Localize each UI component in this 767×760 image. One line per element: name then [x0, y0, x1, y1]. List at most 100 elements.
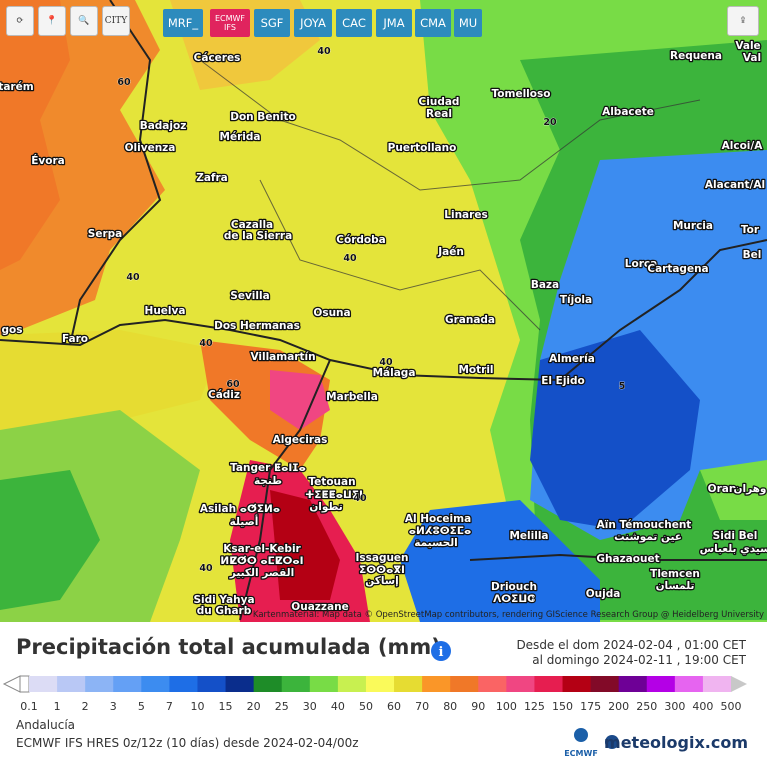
city-label: ⴷⵔⵉⵡⵛ	[493, 593, 535, 605]
city-label: Al Hoceima	[405, 513, 471, 525]
contour-label: 40	[317, 46, 331, 57]
contour-label: 20	[543, 117, 557, 128]
model-button[interactable]: SGF	[254, 9, 290, 37]
model-button[interactable]: CMA	[415, 9, 451, 37]
border	[199, 59, 701, 191]
city-label: Puertollano	[388, 142, 457, 154]
city-label: Requena	[670, 50, 722, 62]
precip-area	[0, 330, 220, 430]
city-label: وهران	[734, 483, 767, 495]
city-label: Real	[426, 108, 452, 120]
city-label: Asilah ⴰⵚⵉⵍⴰ	[200, 503, 280, 515]
refresh-button[interactable]: ⟳	[6, 6, 34, 36]
model-button[interactable]: ECMWF IFS	[210, 9, 250, 37]
precip-area	[270, 490, 340, 600]
city-label: Faro	[62, 333, 88, 345]
model-button[interactable]: MRF_	[163, 9, 203, 37]
scale-segment	[394, 676, 423, 692]
location-button[interactable]: 📍	[38, 6, 66, 36]
scale-tick-label: 500	[721, 700, 742, 713]
city-label: ⴰⵍⵃⵓⵙⵉⵎⴰ	[409, 525, 472, 537]
city-label: ⵜⵉⵟⵟⴰⵡⵉⵏ	[305, 489, 363, 501]
city-label: Serpa	[88, 228, 122, 240]
city-label: Murcia	[673, 220, 713, 232]
city-label: Albacete	[602, 106, 654, 118]
date-from: Desde el dom 2024-02-04 , 01:00 CET	[516, 638, 746, 652]
city-label: El Ejido	[541, 375, 585, 387]
city-label: عين تموشنت	[614, 531, 682, 543]
city-label: Osuna	[313, 307, 350, 319]
scale-tick-label: 20	[247, 700, 261, 713]
info-icon[interactable]	[431, 641, 451, 661]
scale-tick-label: 60	[387, 700, 401, 713]
city-label: Motril	[458, 364, 493, 376]
contour-label: 60	[117, 77, 131, 88]
scale-segment	[590, 676, 620, 692]
city-label: tarém	[0, 81, 34, 93]
city-label: ⵍⵇⵚⵔ ⴰⵎⵇⵔⴰⵏ	[220, 555, 303, 567]
city-label: du Gharb	[197, 605, 252, 617]
scale-tick-label: 25	[275, 700, 289, 713]
city-label: Sidi Yahya	[193, 594, 254, 606]
precip-area	[200, 340, 330, 470]
road	[239, 359, 331, 621]
city-label: Linares	[444, 209, 487, 221]
scale-tick-label: 150	[552, 700, 573, 713]
scale-segment	[169, 676, 198, 692]
city-label: de la Sierra	[224, 230, 292, 242]
road	[469, 553, 767, 561]
scale-tick-label: 15	[219, 700, 233, 713]
color-scale: 0.1 1 2 3 5 7 10 15 20 25 30 40 50 60 70 80 90 100 125 150 1…	[19, 675, 747, 713]
model-button[interactable]: JMA	[376, 9, 412, 37]
city-label: Cazalla	[231, 219, 273, 231]
scale-tick-label: 0.1	[20, 700, 38, 713]
scale-segment	[309, 676, 339, 692]
model-button[interactable]: JOYA	[294, 9, 332, 37]
city-label: Tomelloso	[492, 88, 551, 100]
model-button[interactable]: MU	[454, 9, 482, 37]
city-label: Sidi Bel	[713, 530, 758, 542]
scale-segment	[57, 676, 86, 692]
city-label: Driouch	[491, 581, 537, 593]
city-label: Alacant/Al	[705, 179, 765, 191]
scale-segment	[365, 676, 395, 692]
city-label: Ouazzane	[291, 601, 348, 613]
model-button[interactable]: CAC	[336, 9, 372, 37]
share-button[interactable]: ⇪	[727, 6, 759, 36]
scale-tick-label: 30	[303, 700, 317, 713]
city-label: سيدي بلعباس	[700, 543, 767, 555]
scale-segment	[450, 676, 479, 692]
city-label: Tíjola	[560, 294, 592, 306]
scale-segment	[281, 676, 311, 692]
city-label: Algeciras	[273, 434, 328, 446]
city-label: تلمسان	[656, 580, 695, 592]
date-to: al domingo 2024-02-11 , 19:00 CET	[532, 653, 746, 667]
info-icon-glyph: i	[439, 645, 444, 660]
city-button[interactable]: CITY	[102, 6, 130, 36]
scale-segment	[646, 676, 676, 692]
scale-tick-label: 125	[524, 700, 545, 713]
city-label: Zafra	[196, 172, 228, 184]
city-label: Tetouan	[308, 476, 355, 488]
city-label: Ksar-el-Kebir	[223, 543, 301, 555]
precip-area	[0, 0, 70, 270]
zoom-button[interactable]: 🔍	[70, 6, 98, 36]
city-label: Cádiz	[208, 389, 240, 401]
city-label: طنجة	[254, 475, 282, 487]
city-label: Marbella	[326, 391, 378, 403]
scale-segment	[534, 676, 564, 692]
scale-segment	[506, 676, 535, 692]
scale-tick-label: 400	[692, 700, 713, 713]
city-label: Lorca	[625, 258, 657, 270]
scale-tick-label: 1	[54, 700, 61, 713]
city-label: Dos Hermanas	[214, 320, 300, 332]
city-label: Olivenza	[125, 142, 176, 154]
city-label: إساكن	[365, 575, 398, 587]
scale-segment	[674, 676, 704, 692]
legend-panel: Precipitación total acumulada (mm) i Des…	[2, 635, 748, 758]
scale-segment	[141, 676, 170, 692]
city-label: Jaén	[437, 246, 464, 258]
city-label: Val	[743, 52, 761, 64]
